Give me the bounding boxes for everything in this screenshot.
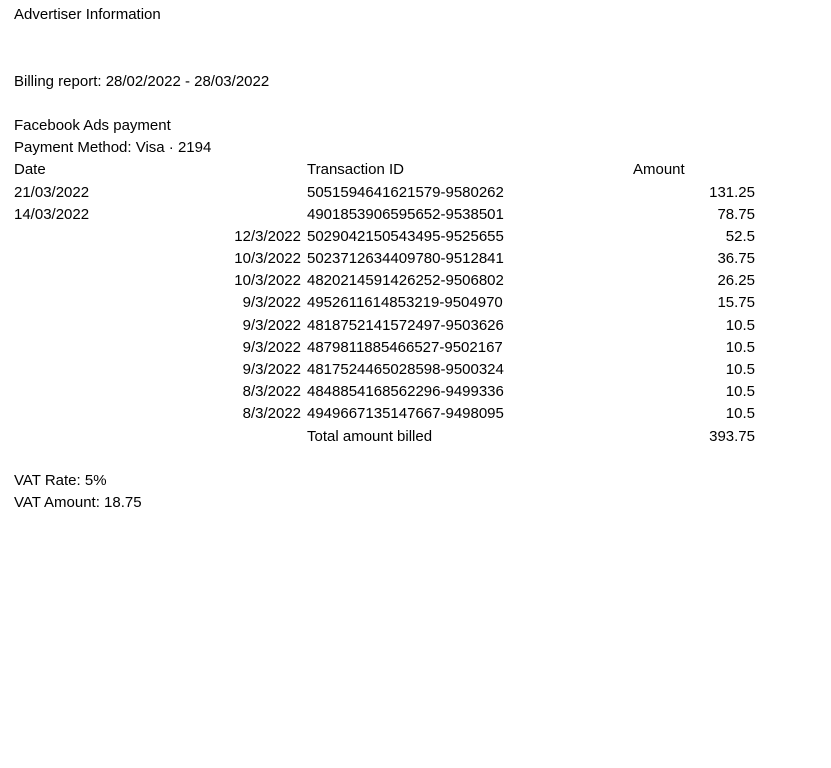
header-transaction-id: Transaction ID <box>307 161 404 179</box>
payment-method: Payment Method: Visa · 2194 <box>14 139 212 157</box>
table-row: 9/3/2022 4952611614853219-9504970 15.75 <box>0 292 831 314</box>
cell-amount: 10.5 <box>725 338 755 356</box>
cell-date: 9/3/2022 <box>242 338 301 356</box>
cell-transaction-id: 5023712634409780-9512841 <box>307 250 504 268</box>
table-header-row: Date Transaction ID Amount <box>0 159 831 181</box>
cell-amount: 52.5 <box>725 227 755 245</box>
table-row: 14/03/2022 4901853906595652-9538501 78.75 <box>0 204 831 226</box>
cell-amount: 10.5 <box>725 361 755 378</box>
cell-date: 9/3/2022 <box>242 316 301 334</box>
cell-amount: 10.5 <box>725 383 755 401</box>
spacer <box>0 26 831 48</box>
header-amount: Amount <box>633 161 685 179</box>
cell-transaction-id: 4901853906595652-9538501 <box>307 205 504 223</box>
cell-transaction-id: 4949667135147667-9498095 <box>307 405 504 423</box>
cell-transaction-id: 4818752141572497-9503626 <box>307 316 504 334</box>
cell-date: 9/3/2022 <box>242 361 301 378</box>
cell-amount: 131.25 <box>709 183 755 201</box>
cell-amount: 10.5 <box>725 316 755 334</box>
vat-rate: VAT Rate: 5% <box>14 471 107 489</box>
total-amount: 393.75 <box>709 427 755 445</box>
cell-date: 10/3/2022 <box>234 250 301 268</box>
table-row: 10/3/2022 5023712634409780-9512841 36.75 <box>0 248 831 270</box>
cell-date: 14/03/2022 <box>14 205 90 223</box>
page-title: Advertiser Information <box>14 6 161 23</box>
header-date: Date <box>14 161 46 179</box>
table-row: 9/3/2022 4879811885466527-9502167 10.5 <box>0 337 831 359</box>
cell-transaction-id: 4848854168562296-9499336 <box>307 383 504 401</box>
cell-transaction-id: 4952611614853219-9504970 <box>307 294 503 312</box>
cell-transaction-id: 4879811885466527-9502167 <box>307 338 503 356</box>
table-row: 8/3/2022 4949667135147667-9498095 10.5 <box>0 403 831 425</box>
table-row: 12/3/2022 5029042150543495-9525655 52.5 <box>0 226 831 248</box>
cell-date: 9/3/2022 <box>242 294 301 312</box>
cell-amount: 10.5 <box>725 405 755 423</box>
spacer <box>0 48 831 70</box>
cell-date: 8/3/2022 <box>242 383 301 401</box>
total-label: Total amount billed <box>307 427 433 445</box>
cell-date: 21/03/2022 <box>14 183 90 201</box>
table-row: 10/3/2022 4820214591426252-9506802 26.25 <box>0 270 831 292</box>
cell-transaction-id: 4817524465028598-9500324 <box>307 361 504 378</box>
cell-transaction-id: 4820214591426252-9506802 <box>307 272 504 290</box>
cell-date: 12/3/2022 <box>234 227 301 245</box>
billing-report-period: Billing report: 28/02/2022 - 28/03/2022 <box>14 72 270 90</box>
cell-date: 10/3/2022 <box>234 272 301 290</box>
total-row: Total amount billed 393.75 <box>0 426 831 448</box>
cell-amount: 26.25 <box>717 272 755 290</box>
payment-provider: Facebook Ads payment <box>14 116 171 134</box>
cell-transaction-id: 5051594641621579-9580262 <box>307 183 504 201</box>
table-row: 9/3/2022 4817524465028598-9500324 10.5 <box>0 359 831 381</box>
cell-transaction-id: 5029042150543495-9525655 <box>307 227 504 245</box>
cell-amount: 78.75 <box>717 205 755 223</box>
table-row: 9/3/2022 4818752141572497-9503626 10.5 <box>0 315 831 337</box>
transaction-rows: 21/03/2022 5051594641621579-9580262 131.25… <box>0 182 831 426</box>
spacer <box>0 93 831 115</box>
spacer <box>0 448 831 470</box>
cell-amount: 15.75 <box>717 294 755 312</box>
vat-amount: VAT Amount: 18.75 <box>14 494 142 512</box>
cell-amount: 36.75 <box>717 250 755 268</box>
cell-date: 8/3/2022 <box>242 405 301 423</box>
table-row: 8/3/2022 4848854168562296-9499336 10.5 <box>0 381 831 403</box>
table-row: 21/03/2022 5051594641621579-9580262 131.25 <box>0 182 831 204</box>
